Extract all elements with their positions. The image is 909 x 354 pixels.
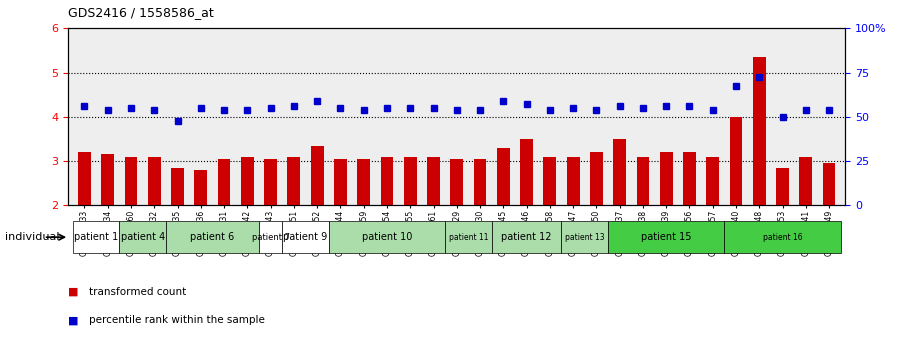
- Bar: [724, 221, 841, 253]
- Bar: [283, 221, 329, 253]
- Bar: [450, 159, 464, 205]
- Bar: [311, 145, 324, 205]
- Text: percentile rank within the sample: percentile rank within the sample: [89, 315, 265, 325]
- Bar: [404, 156, 416, 205]
- Bar: [125, 156, 137, 205]
- Bar: [265, 159, 277, 205]
- Bar: [562, 221, 608, 253]
- Text: patient 6: patient 6: [190, 232, 235, 242]
- Bar: [195, 170, 207, 205]
- Bar: [706, 156, 719, 205]
- Bar: [636, 156, 649, 205]
- Bar: [259, 221, 283, 253]
- Bar: [497, 148, 510, 205]
- Bar: [445, 221, 492, 253]
- Bar: [166, 221, 259, 253]
- Bar: [241, 156, 254, 205]
- Text: individual: individual: [5, 232, 59, 242]
- Bar: [492, 221, 562, 253]
- Bar: [608, 221, 724, 253]
- Bar: [101, 154, 115, 205]
- Text: ■: ■: [68, 287, 79, 297]
- Text: patient 13: patient 13: [564, 233, 604, 242]
- Text: patient 10: patient 10: [362, 232, 412, 242]
- Bar: [683, 152, 696, 205]
- Bar: [171, 168, 184, 205]
- Bar: [334, 159, 347, 205]
- Bar: [474, 159, 486, 205]
- Bar: [148, 156, 161, 205]
- Bar: [73, 221, 119, 253]
- Bar: [660, 152, 673, 205]
- Bar: [590, 152, 603, 205]
- Bar: [776, 168, 789, 205]
- Text: transformed count: transformed count: [89, 287, 186, 297]
- Text: patient 9: patient 9: [284, 232, 327, 242]
- Bar: [566, 156, 580, 205]
- Bar: [119, 221, 166, 253]
- Text: patient 12: patient 12: [502, 232, 552, 242]
- Bar: [357, 159, 370, 205]
- Text: patient 7: patient 7: [252, 233, 290, 242]
- Bar: [381, 156, 394, 205]
- Bar: [753, 57, 765, 205]
- Bar: [799, 156, 813, 205]
- Text: patient 15: patient 15: [641, 232, 692, 242]
- Bar: [614, 139, 626, 205]
- Bar: [823, 163, 835, 205]
- Text: patient 4: patient 4: [121, 232, 165, 242]
- Bar: [520, 139, 533, 205]
- Text: patient 11: patient 11: [449, 233, 488, 242]
- Text: patient 1: patient 1: [74, 232, 118, 242]
- Bar: [329, 221, 445, 253]
- Bar: [427, 156, 440, 205]
- Bar: [544, 156, 556, 205]
- Bar: [287, 156, 300, 205]
- Bar: [78, 152, 91, 205]
- Text: ■: ■: [68, 315, 79, 325]
- Bar: [217, 159, 231, 205]
- Text: patient 16: patient 16: [763, 233, 803, 242]
- Text: GDS2416 / 1558586_at: GDS2416 / 1558586_at: [68, 6, 214, 19]
- Bar: [730, 117, 743, 205]
